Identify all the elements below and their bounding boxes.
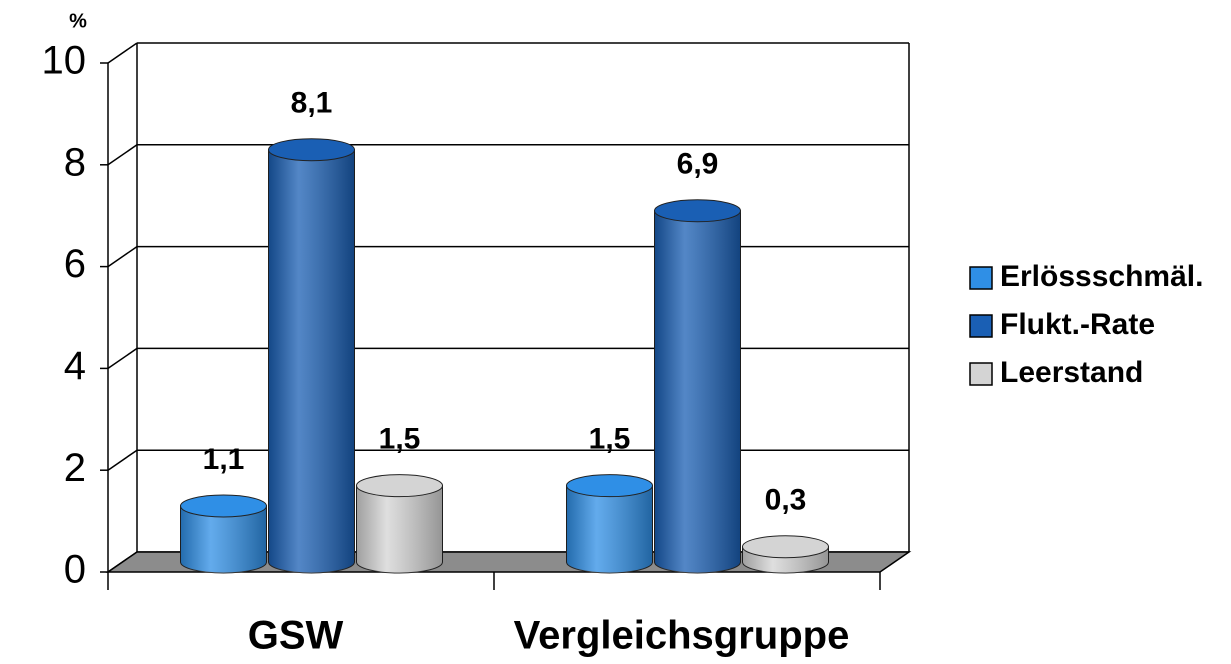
bar-group [654, 199, 741, 574]
bar-group [566, 474, 653, 574]
legend-label: Leerstand [1000, 356, 1143, 389]
bar-top [180, 494, 267, 518]
value-label: 0,3 [765, 484, 807, 517]
y-tick-label: 6 [64, 242, 86, 286]
legend-label: Flukt.-Rate [1000, 308, 1155, 341]
grid-line [107, 42, 138, 64]
bar-shade [356, 485, 443, 573]
bar-top [742, 535, 829, 559]
bar-group [742, 535, 829, 574]
x-tick-label: Vergleichsgruppe [514, 614, 850, 658]
value-label: 1,5 [379, 423, 421, 456]
x-tick-label: GSW [248, 614, 344, 658]
grid-line [107, 347, 138, 370]
bar-shade [566, 485, 653, 573]
y-tick-label: 10 [42, 39, 87, 83]
grid-line [107, 449, 138, 471]
legend-swatch [969, 266, 993, 290]
value-label: 8,1 [291, 87, 333, 120]
y-unit: % [69, 10, 87, 32]
grid-line [107, 245, 138, 268]
bar-group [356, 474, 443, 574]
bar-group [268, 138, 355, 574]
bar-top [356, 474, 443, 498]
value-label: 1,5 [589, 423, 631, 456]
legend-label: Erlössschmäl. [1000, 260, 1203, 293]
bar-shade [180, 506, 267, 573]
y-tick-label: 4 [64, 344, 86, 388]
y-tick-label: 8 [64, 140, 86, 184]
bar-shade [654, 210, 741, 574]
legend-swatch [969, 314, 993, 338]
bar-top [268, 138, 355, 162]
y-tick-label: 2 [64, 446, 86, 490]
bar-top [654, 199, 741, 223]
bar-shade [268, 149, 355, 573]
grid-line [107, 144, 138, 166]
bar-top [566, 474, 653, 498]
y-tick-label: 0 [64, 548, 86, 592]
value-label: 6,9 [677, 148, 719, 181]
bar-group [180, 494, 267, 574]
value-label: 1,1 [203, 443, 245, 476]
legend-swatch [969, 362, 993, 386]
